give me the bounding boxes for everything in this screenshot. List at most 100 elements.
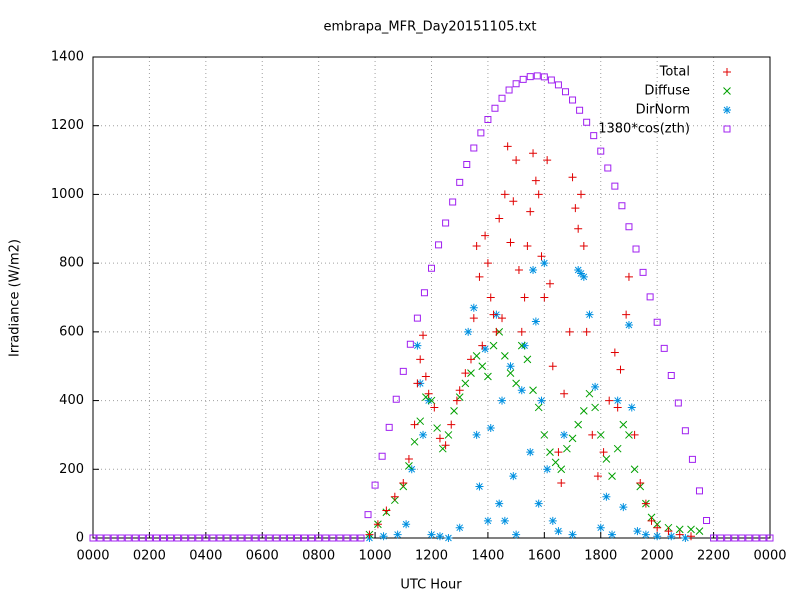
data-point [506,238,515,247]
data-point [435,434,444,443]
data-point [512,530,521,539]
data-point [551,458,560,467]
data-point [509,472,518,481]
data-point [529,386,537,395]
data-point [599,448,608,457]
data-point [560,389,569,398]
data-point [495,499,504,508]
data-point [688,455,696,463]
data-point [301,534,309,542]
data-point [392,395,400,403]
data-point [447,420,456,429]
data-point [413,341,422,350]
data-point [110,534,118,542]
data-point [371,481,379,489]
data-point [223,534,231,542]
x-tick-label: 0400 [189,549,222,564]
data-point [160,534,168,542]
data-point [489,310,498,319]
data-point [583,118,591,126]
data-point [554,527,563,536]
data-point [500,516,509,525]
data-point [124,534,132,542]
data-point [424,389,433,398]
data-point [103,534,111,542]
data-point [667,371,675,379]
y-tick-label: 400 [59,393,84,408]
data-point [365,530,374,539]
data-point [378,452,386,460]
data-point [543,156,552,165]
data-point [472,430,481,439]
data-point [540,431,549,439]
data-point [416,417,425,426]
data-point [472,241,481,250]
data-point [498,396,507,405]
data-point [579,241,588,250]
data-point [442,219,450,227]
data-point [329,534,337,542]
data-point [216,534,224,542]
data-point [209,534,217,542]
data-point [745,534,753,542]
data-point [627,403,636,412]
data-point [624,272,633,281]
data-point [630,430,639,439]
data-point [596,523,605,532]
x-tick-label: 2000 [641,549,674,564]
data-point [393,530,402,539]
data-point [540,293,549,302]
x-tick-label: 1400 [471,549,504,564]
data-point [492,327,501,336]
data-point [738,534,746,542]
data-point [585,389,594,398]
data-point [520,341,529,350]
x-tick-label: 0800 [302,549,335,564]
data-point [565,327,574,336]
data-point [630,465,639,474]
data-point [641,499,650,508]
data-point [568,530,577,539]
data-point [588,430,597,439]
data-point [427,530,436,539]
data-point [469,314,478,323]
data-point [152,534,160,542]
data-point [421,372,430,381]
data-point [455,523,464,532]
data-point [514,266,523,275]
data-point [202,534,210,542]
data-point [405,461,413,470]
data-point [540,73,548,81]
data-point [681,534,690,542]
data-point [512,80,520,88]
data-point [526,207,535,216]
data-point [543,465,552,474]
x-tick-label: 1000 [359,549,392,564]
data-point [517,341,526,350]
data-point [506,362,515,371]
data-point [625,431,633,439]
data-point [399,367,407,375]
data-point [625,223,633,231]
data-point [540,259,549,268]
data-point [534,499,543,508]
data-point [294,534,302,542]
data-point [478,341,487,350]
y-tick-label: 600 [59,324,84,339]
data-point [500,190,509,199]
data-point [435,241,443,249]
data-point [537,252,546,261]
data-point [646,293,654,301]
data-point [503,142,512,151]
data-point [195,534,203,542]
data-point [357,534,365,542]
data-point [512,379,520,388]
data-point [237,534,245,542]
data-point [452,396,461,405]
data-point [430,403,439,412]
data-point [619,420,628,429]
data-point [498,314,507,323]
data-point [554,81,562,89]
data-point [547,76,555,84]
